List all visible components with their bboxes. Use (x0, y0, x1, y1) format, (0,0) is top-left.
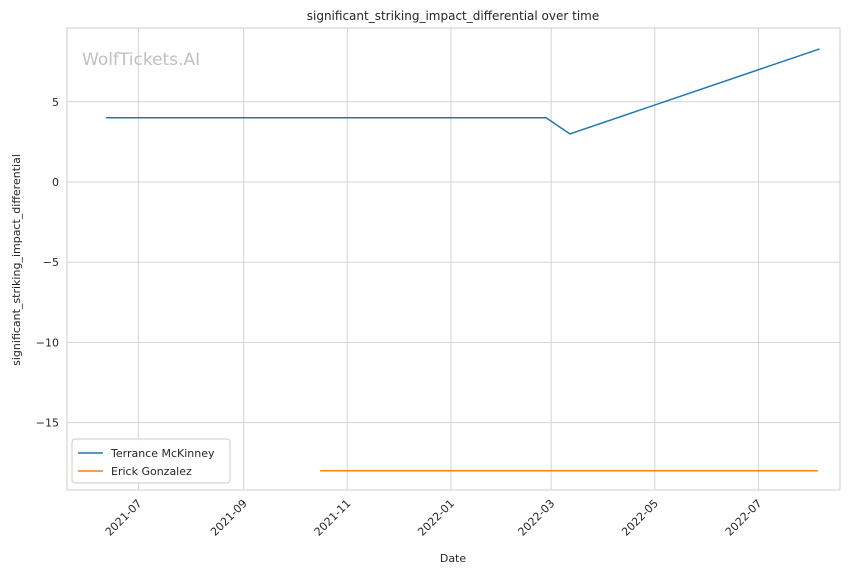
x-tick-label: 2022-03 (516, 497, 558, 539)
x-tick-label: 2021-11 (312, 497, 354, 539)
y-axis-ticks: 5 0 −5 −10 −15 (36, 96, 59, 430)
y-tick-label: 5 (52, 96, 59, 109)
legend-box (71, 438, 231, 484)
series-line-terrance-mckinney (106, 48, 820, 135)
y-axis-label: significant_striking_impact_differential (10, 154, 23, 366)
x-tick-label: 2021-09 (208, 497, 250, 539)
x-tick-label: 2021-07 (103, 497, 145, 539)
series-lines (106, 48, 820, 472)
legend: Terrance McKinney Erick Gonzalez (71, 438, 231, 484)
y-tick-label: −15 (36, 417, 59, 430)
y-tick-label: 0 (52, 176, 59, 189)
chart-title: significant_striking_impact_differential… (307, 9, 599, 23)
plot-area (66, 27, 841, 491)
x-tick-label: 2022-01 (415, 497, 457, 539)
y-tick-label: −10 (36, 336, 59, 349)
x-axis-label: Date (440, 552, 467, 565)
y-tick-label: −5 (43, 256, 59, 269)
legend-label-terrance-mckinney: Terrance McKinney (110, 447, 215, 460)
x-tick-label: 2022-05 (619, 497, 661, 539)
x-tick-label: 2022-07 (723, 497, 765, 539)
legend-label-erick-gonzalez: Erick Gonzalez (111, 465, 192, 478)
x-axis-ticks: 2021-07 2021-09 2021-11 2022-01 2022-03 2022-… (103, 497, 765, 539)
watermark-text: WolfTickets.AI (82, 50, 200, 70)
grid (67, 28, 840, 490)
